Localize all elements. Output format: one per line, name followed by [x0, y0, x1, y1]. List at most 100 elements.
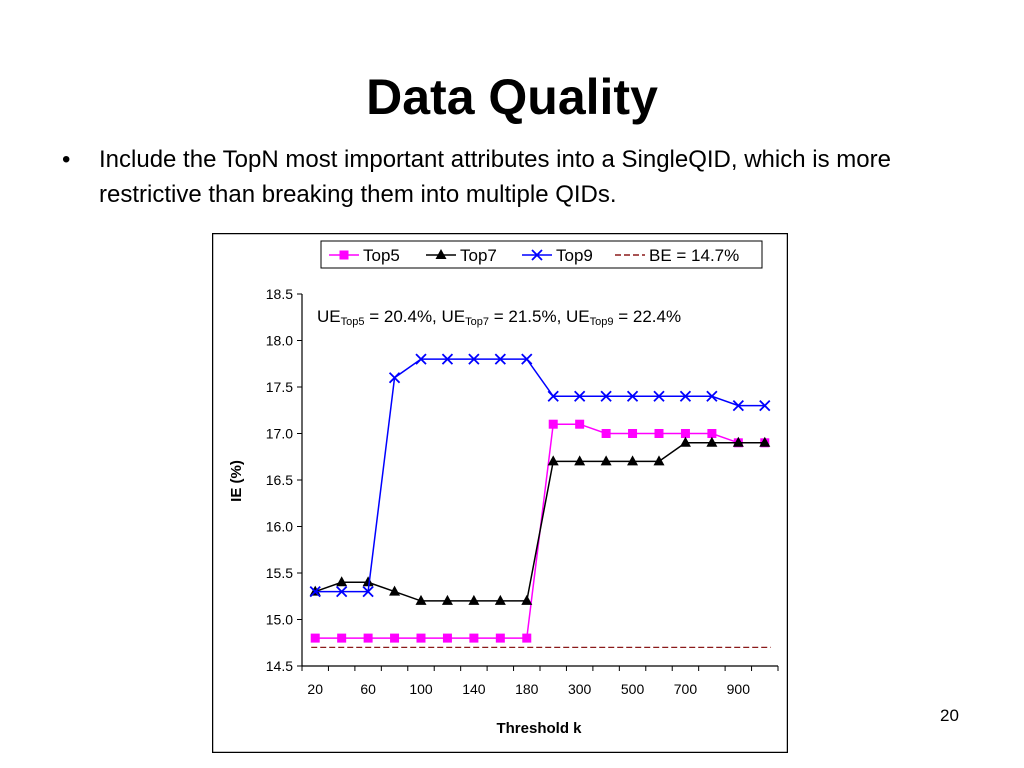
data-point-top5: [548, 419, 558, 429]
x-axis-title: Threshold k: [496, 720, 582, 737]
legend-item-top7: Top7: [426, 246, 497, 265]
data-point-top7: [468, 594, 480, 605]
legend-item-top9: Top9: [522, 246, 593, 265]
annotation-value: = 20.4%,: [364, 307, 441, 326]
legend-label: Top5: [363, 246, 400, 265]
data-point-top7: [653, 455, 665, 466]
data-point-top5: [522, 633, 532, 643]
y-tick-label: 16.0: [266, 519, 293, 535]
y-tick-label: 18.0: [266, 333, 293, 349]
x-tick-label: 900: [727, 681, 751, 697]
legend-label: BE = 14.7%: [649, 246, 739, 265]
data-point-top5: [628, 429, 638, 438]
legend-item-be: BE = 14.7%: [615, 246, 739, 265]
data-point-top9: [336, 585, 348, 598]
data-point-top5: [654, 429, 664, 438]
data-point-top7: [679, 436, 691, 447]
legend-marker: [339, 250, 349, 260]
data-point-top9: [468, 353, 480, 365]
plot-area: [309, 353, 771, 648]
data-point-top7: [732, 436, 744, 447]
data-point-top7: [600, 455, 612, 466]
data-point-top9: [600, 390, 612, 402]
annotation-ue: UE: [566, 307, 590, 326]
series-line-top7: [314, 442, 765, 602]
series-line-top9: [315, 358, 765, 593]
chart-axes: 14.5 15.0 15.5 16.0 16.5 17.0 17.5 18.0 18.5 20 60…: [266, 286, 779, 697]
y-tick-label: 18.5: [266, 286, 293, 302]
annotation-value: = 21.5%,: [489, 307, 566, 326]
x-tick-label: 20: [307, 681, 323, 697]
legend-label: Top7: [460, 246, 497, 265]
data-point-top9: [494, 353, 506, 365]
data-point-top9: [521, 353, 533, 365]
x-tick-label: 100: [409, 681, 433, 697]
bullet-marker: •: [62, 146, 71, 173]
data-point-top7: [362, 576, 374, 587]
x-tick-label: 140: [462, 681, 486, 697]
x-tick-label: 60: [360, 681, 376, 697]
data-point-top9: [388, 372, 401, 384]
data-point-top7: [574, 455, 586, 466]
data-point-top7: [336, 576, 348, 587]
data-point-top5: [442, 633, 452, 643]
data-point-top9: [309, 585, 321, 598]
data-point-top5: [337, 633, 347, 643]
x-tick-label: 700: [674, 681, 698, 697]
legend-item-top5: Top5: [329, 246, 400, 265]
data-point-top7: [441, 594, 453, 605]
data-point-top7: [521, 594, 533, 605]
data-point-top9: [626, 390, 639, 402]
data-point-top7: [706, 436, 718, 447]
chart-legend: Top5 Top7 Top9 BE = 14.7%: [320, 240, 763, 269]
annotation-subscript: Top5: [341, 316, 365, 328]
data-point-top7: [415, 594, 427, 605]
data-point-top9: [732, 399, 744, 412]
legend-marker: [531, 249, 543, 261]
data-point-top9: [415, 353, 427, 365]
y-axis-title: IE (%): [228, 460, 245, 502]
y-tick-label: 17.0: [266, 426, 293, 442]
y-tick-label: 16.5: [266, 472, 293, 488]
annotation-subscript: Top7: [465, 316, 489, 328]
data-point-top9: [653, 390, 665, 402]
y-tick-label: 14.5: [266, 658, 293, 674]
data-point-top9: [441, 353, 454, 365]
data-point-top9: [574, 390, 586, 402]
data-point-top9: [759, 399, 771, 412]
data-point-top5: [680, 429, 690, 438]
x-tick-label: 500: [621, 681, 645, 697]
annotation-subscript: Top9: [590, 316, 614, 328]
x-tick-label: 180: [515, 681, 539, 697]
annotation-value: = 22.4%: [614, 307, 682, 326]
data-point-top5: [363, 633, 373, 643]
bullet-text: Include the TopN most important attribut…: [99, 146, 891, 208]
annotation-ue: UE: [317, 307, 341, 326]
data-point-top9: [547, 390, 559, 402]
series-top9: [309, 353, 771, 598]
y-tick-label: 15.5: [266, 565, 293, 581]
x-tick-label: 300: [568, 681, 592, 697]
data-point-top5: [495, 633, 505, 643]
data-point-top5: [390, 633, 400, 643]
ue-annotation: UETop5 = 20.4%, UETop7 = 21.5%, UETop9 =…: [317, 307, 681, 328]
legend-label: Top9: [556, 246, 593, 265]
annotation-ue: UE: [442, 307, 466, 326]
data-point-top5: [707, 429, 717, 438]
data-point-top7: [627, 455, 639, 466]
page-number: 20: [940, 706, 959, 725]
slide-title: Data Quality: [366, 69, 658, 125]
data-point-top9: [679, 390, 692, 402]
data-point-top7: [759, 436, 771, 447]
data-point-top5: [601, 429, 611, 438]
threshold-ie-line-chart: Top5 Top7 Top9 BE = 14.7% 14.515.015.516.01…: [212, 233, 788, 753]
y-tick-label: 17.5: [266, 379, 293, 395]
data-point-top7: [389, 585, 401, 596]
y-tick-label: 15.0: [266, 612, 293, 628]
data-point-top5: [575, 419, 585, 429]
legend-marker: [435, 249, 447, 259]
data-point-top5: [416, 633, 426, 643]
data-point-top7: [547, 455, 559, 466]
data-point-top5: [310, 633, 320, 643]
data-point-top5: [469, 633, 479, 643]
